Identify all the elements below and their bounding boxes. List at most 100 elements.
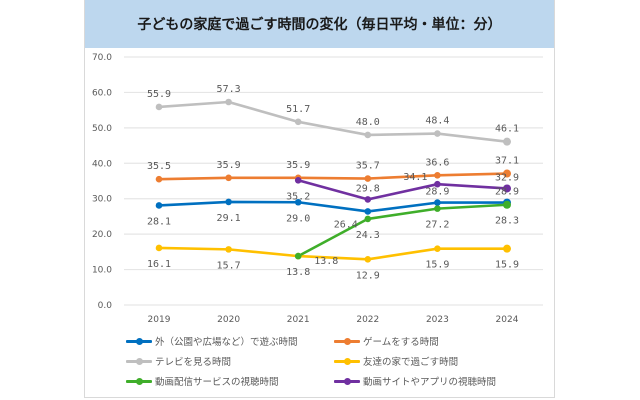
- data-label: 48.0: [356, 117, 380, 128]
- x-tick-label: 2023: [426, 315, 449, 325]
- x-tick-label: 2024: [496, 315, 519, 325]
- legend-label: ゲームをする時間: [363, 337, 439, 348]
- data-label: 51.7: [286, 104, 310, 115]
- data-label: 12.9: [356, 270, 380, 281]
- legend-item: 動画サイトやアプリの視聴時間: [334, 374, 496, 388]
- data-label: 15.7: [217, 260, 241, 271]
- legend-line-marker-icon: [126, 376, 152, 386]
- data-label: 28.9: [425, 187, 449, 198]
- series-line: [158, 100, 508, 143]
- data-label: 28.9: [495, 187, 519, 198]
- data-point: [503, 200, 511, 209]
- data-label: 35.2: [286, 191, 310, 202]
- legend-line-marker-icon: [334, 376, 360, 386]
- y-tick-label: 60.0: [92, 88, 112, 98]
- data-label: 29.1: [217, 213, 241, 224]
- data-label: 29.8: [356, 183, 380, 194]
- data-point: [294, 176, 302, 184]
- y-tick-label: 40.0: [92, 159, 112, 169]
- legend-item: テレビを見る時間: [126, 354, 231, 368]
- data-point: [434, 180, 441, 188]
- data-point: [503, 184, 511, 193]
- legend-label: 外（公園や広場など）で遊ぶ時間: [155, 337, 298, 348]
- data-point: [434, 245, 441, 252]
- data-point: [434, 205, 441, 212]
- data-point: [155, 244, 163, 252]
- legend-line-marker-icon: [334, 336, 360, 346]
- data-label: 16.1: [147, 259, 171, 270]
- data-label: 46.1: [495, 124, 519, 135]
- series-line: [297, 179, 508, 201]
- series-line: [158, 246, 507, 261]
- x-tick-label: 2020: [217, 315, 240, 325]
- data-point: [364, 175, 372, 182]
- data-label: 57.3: [217, 84, 241, 95]
- x-tick-label: 2022: [356, 315, 379, 325]
- legend-label: 動画配信サービスの視聴時間: [155, 377, 279, 388]
- y-tick-label: 10.0: [92, 266, 112, 276]
- data-point: [434, 172, 441, 179]
- legend-line-marker-icon: [126, 336, 152, 346]
- data-point: [503, 169, 511, 178]
- data-point: [225, 246, 232, 253]
- data-point: [503, 244, 511, 253]
- legend-line-marker-icon: [334, 356, 360, 366]
- data-point: [155, 175, 163, 183]
- y-tick-label: 70.0: [92, 53, 112, 63]
- title-bar: 子どもの家庭で過ごす時間の変化（毎日平均・単位：分）: [85, 0, 554, 48]
- data-point: [503, 137, 511, 146]
- data-label: 27.2: [425, 220, 449, 231]
- data-label: 36.6: [425, 157, 449, 168]
- data-point: [294, 118, 302, 126]
- data-label: 15.9: [425, 260, 449, 271]
- y-tick-label: 20.0: [92, 230, 112, 240]
- legend-line-marker-icon: [126, 356, 152, 366]
- data-label: 15.9: [495, 260, 519, 271]
- data-point: [294, 252, 302, 260]
- data-label: 29.0: [286, 213, 310, 224]
- legend-item: 動画配信サービスの視聴時間: [126, 374, 279, 388]
- data-label: 35.5: [147, 161, 171, 172]
- data-label: 34.1: [403, 172, 427, 183]
- series-line: [158, 200, 507, 213]
- data-label: 35.7: [356, 161, 380, 172]
- legend-label: 友達の家で過ごす時間: [363, 357, 459, 368]
- data-label: 37.1: [495, 156, 519, 167]
- data-label: 55.9: [147, 89, 171, 100]
- data-point: [434, 199, 441, 206]
- data-point: [364, 215, 372, 223]
- y-tick-label: 0.0: [98, 301, 113, 311]
- series-line: [297, 203, 508, 258]
- x-tick-label: 2021: [287, 315, 310, 325]
- data-point: [364, 255, 372, 263]
- data-label: 13.8: [314, 256, 338, 267]
- data-point: [225, 98, 232, 106]
- data-point: [155, 202, 163, 209]
- data-point: [155, 103, 163, 111]
- data-label: 48.4: [425, 116, 449, 127]
- data-point: [364, 131, 372, 139]
- data-label: 24.3: [356, 230, 380, 241]
- x-tick-label: 2019: [148, 315, 171, 325]
- data-label: 28.3: [495, 216, 519, 227]
- data-label: 35.9: [286, 160, 310, 171]
- data-label: 32.9: [495, 172, 519, 183]
- series-line: [158, 172, 508, 181]
- y-tick-label: 30.0: [92, 195, 112, 205]
- legend-item: 友達の家で過ごす時間: [334, 354, 458, 368]
- legend-label: 動画サイトやアプリの視聴時間: [363, 377, 497, 388]
- data-point: [294, 198, 302, 206]
- data-label: 26.4: [334, 219, 358, 230]
- data-label: 35.9: [217, 160, 241, 171]
- data-label: 28.1: [147, 216, 171, 227]
- legend-label: テレビを見る時間: [155, 357, 232, 368]
- data-point: [364, 208, 372, 215]
- data-point: [434, 130, 441, 137]
- data-point: [225, 198, 232, 206]
- legend-item: ゲームをする時間: [334, 334, 439, 348]
- chart-title: 子どもの家庭で過ごす時間の変化（毎日平均・単位：分）: [137, 17, 502, 33]
- y-tick-label: 50.0: [92, 124, 112, 134]
- legend-item: 外（公園や広場など）で遊ぶ時間: [126, 334, 298, 348]
- data-label: 13.8: [286, 267, 310, 278]
